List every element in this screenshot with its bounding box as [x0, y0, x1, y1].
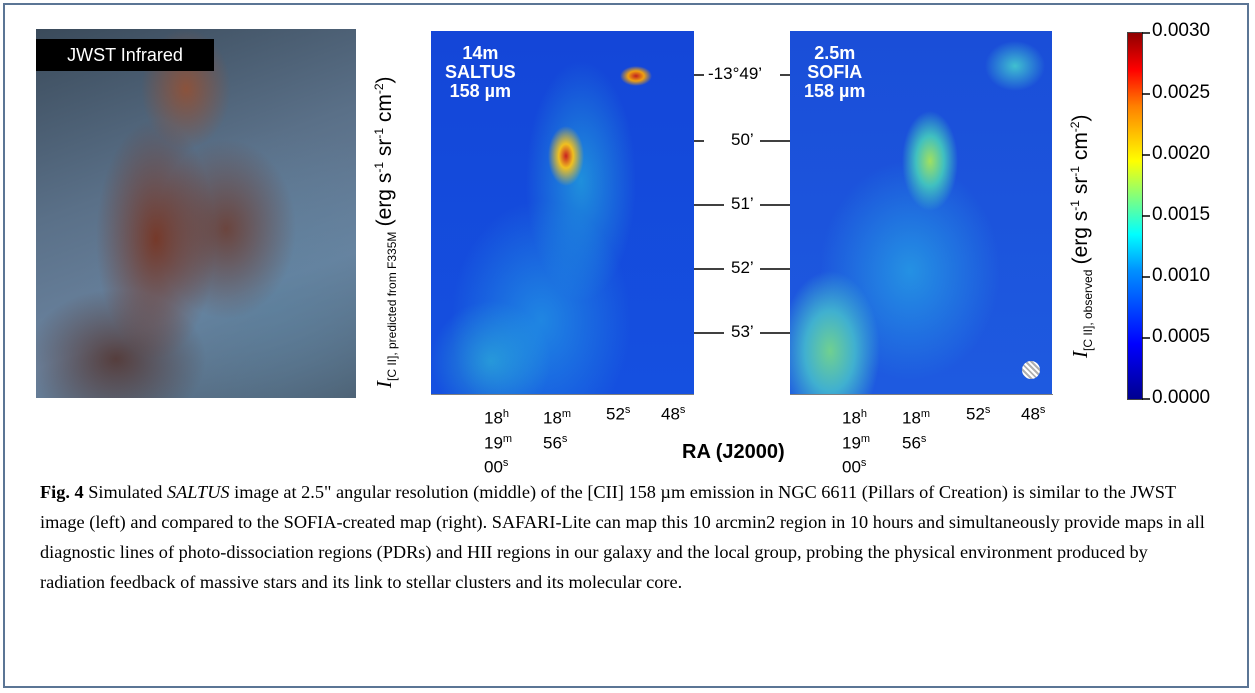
ra-tick-right-2: 52s [966, 404, 991, 424]
saltus-map: 14m SALTUS 158 µm [431, 31, 694, 394]
caption-label: Fig. 4 [40, 482, 84, 502]
dec-tick-1: 50’ [731, 130, 754, 149]
ra-tick-left-2: 52s [606, 404, 631, 424]
colorbar-tick-5: 0.0005 [1152, 326, 1211, 347]
jwst-image: JWST Infrared [36, 29, 356, 398]
sofia-label: 2.5m SOFIA 158 µm [804, 43, 866, 101]
ra-tick-right-1: 18m 56s [902, 408, 931, 453]
jwst-label: JWST Infrared [36, 39, 214, 71]
ra-tick-left-3: 48s [661, 404, 686, 424]
right-y-axis-label: I[C II], observed (erg s-1 sr-1 cm-2) [1068, 114, 1096, 358]
ra-tick-right-3: 48s [1021, 404, 1046, 424]
colorbar [1127, 32, 1143, 400]
dec-tick-3: 52’ [731, 258, 754, 277]
colorbar-ticks [1142, 32, 1150, 400]
colorbar-tick-1: 0.0025 [1152, 82, 1211, 103]
dec-tick-4: 53’ [731, 322, 754, 341]
dec-tick-0: -13°49’ [708, 64, 763, 83]
ra-tick-right-0: 18h 19m 00s [842, 408, 871, 477]
sofia-map: 2.5m SOFIA 158 µm [790, 31, 1052, 394]
ra-ticks [431, 394, 1053, 395]
colorbar-tick-6: 0.0000 [1152, 387, 1211, 408]
x-axis-label: RA (J2000) [682, 441, 785, 463]
dec-tick-2: 51’ [731, 194, 754, 213]
figure-caption: Fig. 4 Simulated SALTUS image at 2.5" an… [40, 482, 1205, 592]
colorbar-tick-0: 0.0030 [1152, 20, 1211, 41]
colorbar-tick-4: 0.0010 [1152, 265, 1211, 286]
beam-icon [1022, 361, 1040, 379]
colorbar-tick-3: 0.0015 [1152, 204, 1211, 225]
ra-tick-left-1: 18m 56s [543, 408, 572, 453]
ra-tick-left-0: 18h 19m 00s [484, 408, 513, 477]
saltus-label: 14m SALTUS 158 µm [445, 43, 516, 101]
colorbar-tick-2: 0.0020 [1152, 143, 1211, 164]
left-y-axis-label: I[C II], predicted from F335M (erg s-1 s… [372, 76, 400, 389]
dec-axis [694, 74, 790, 334]
